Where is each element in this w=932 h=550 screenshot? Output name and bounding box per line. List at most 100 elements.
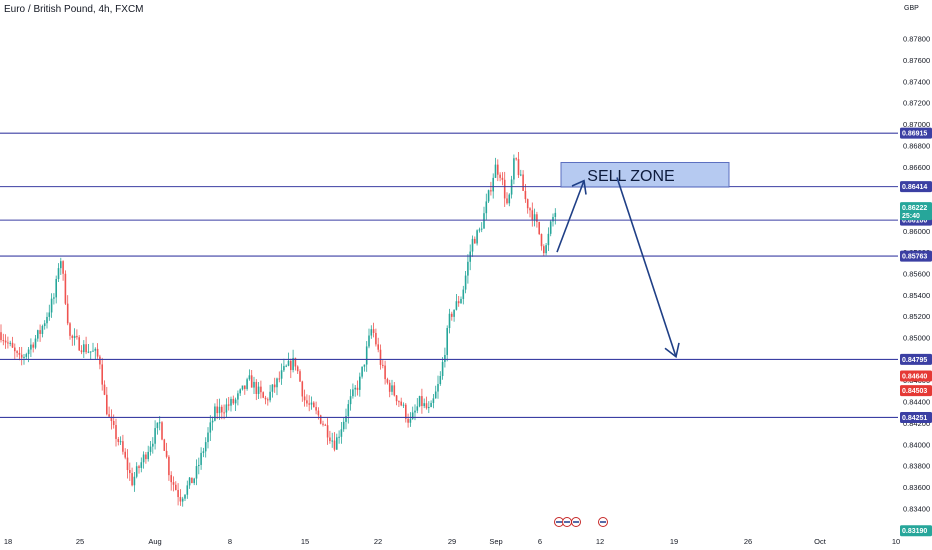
level-price-tag-text: 0.86414 — [902, 184, 927, 191]
candle-body — [513, 158, 515, 180]
candle-body — [133, 476, 136, 486]
candle-body — [411, 412, 414, 419]
x-tick-label: 6 — [538, 537, 542, 546]
candle-body — [464, 275, 467, 290]
candle-body — [186, 485, 189, 495]
down-arrow-head — [664, 342, 680, 359]
candle-body — [446, 328, 448, 355]
x-tick-label: Oct — [814, 537, 827, 546]
candle-body — [506, 198, 508, 204]
x-tick-label: 26 — [744, 537, 752, 546]
y-tick-label: 0.84000 — [903, 440, 930, 449]
y-tick-label: 0.87000 — [903, 120, 930, 129]
candle-body — [287, 360, 290, 366]
candle-body — [356, 387, 359, 390]
candle-body — [421, 396, 423, 407]
candle-body — [168, 456, 170, 476]
candle-body — [30, 344, 32, 350]
candle-body — [135, 466, 138, 477]
price-tag — [900, 370, 932, 382]
y-tick-label: 0.87800 — [903, 35, 930, 44]
y-tick-label: 0.86600 — [903, 163, 930, 172]
candle-body — [501, 177, 504, 180]
candle-body — [402, 404, 405, 406]
candle-body — [324, 424, 327, 426]
candle-body — [545, 245, 547, 254]
price-tag — [900, 202, 932, 221]
candle-body — [375, 332, 377, 345]
x-tick-label: 15 — [301, 537, 309, 546]
candle-body — [46, 316, 48, 324]
y-tick-label: 0.84200 — [903, 419, 930, 428]
candle-body — [37, 330, 39, 339]
candle-body — [2, 340, 5, 342]
candle-body — [119, 441, 122, 443]
candles-layer — [0, 152, 557, 507]
candle-body — [398, 401, 400, 403]
candle-body — [365, 346, 368, 365]
candle-body — [278, 378, 281, 380]
candle-body — [216, 406, 218, 414]
y-tick-label: 0.87400 — [903, 77, 930, 86]
candle-body — [393, 385, 396, 396]
candle-body — [331, 440, 333, 442]
candle-body — [552, 216, 554, 222]
x-tick-label: Sep — [489, 537, 502, 546]
candle-body — [126, 457, 129, 471]
candle-body — [476, 230, 478, 244]
candle-body — [372, 329, 375, 333]
level-price-tag-text: 0.86100 — [902, 218, 927, 225]
candle-body — [283, 366, 285, 371]
price-tag — [900, 385, 932, 397]
candle-body — [526, 199, 529, 209]
candle-body — [549, 221, 552, 234]
candle-body — [257, 386, 260, 394]
candle-body — [25, 354, 28, 357]
candle-body — [142, 454, 145, 463]
candle-body — [409, 418, 412, 423]
candle-body — [460, 298, 462, 304]
candle-body — [538, 221, 540, 235]
candle-body — [129, 470, 131, 474]
candle-body — [533, 214, 536, 221]
y-tick-label: 0.85600 — [903, 270, 930, 279]
candle-body — [478, 229, 481, 231]
candle-body — [361, 366, 363, 377]
candle-body — [531, 210, 534, 221]
candle-body — [73, 335, 76, 338]
candle-body — [78, 337, 80, 351]
candle-body — [322, 423, 324, 425]
candle-body — [200, 452, 202, 465]
candle-body — [71, 335, 74, 338]
candle-body — [400, 401, 402, 406]
candle-body — [453, 309, 455, 317]
candle-body — [43, 323, 46, 327]
candle-body — [227, 404, 230, 406]
candle-body — [280, 370, 283, 379]
candle-body — [448, 313, 451, 329]
candle-body — [241, 385, 244, 390]
candle-body — [9, 342, 11, 344]
candle-body — [310, 402, 313, 405]
candle-body — [191, 477, 193, 484]
candle-body — [57, 268, 60, 279]
level-price-tag-text: 0.85763 — [902, 254, 927, 261]
candle-body — [329, 437, 331, 442]
candle-body — [497, 164, 499, 175]
candle-body — [163, 439, 166, 451]
candle-body — [62, 261, 64, 274]
candle-body — [221, 406, 223, 413]
candle-body — [4, 340, 7, 343]
candle-body — [451, 313, 453, 317]
candle-body — [285, 365, 287, 367]
event-icon-4 — [598, 517, 608, 527]
y-tick-label: 0.87600 — [903, 56, 930, 65]
x-tick-label: 12 — [596, 537, 604, 546]
candle-body — [158, 422, 161, 424]
candle-body — [345, 416, 347, 422]
arrows-layer — [556, 177, 680, 359]
candle-body — [250, 375, 253, 388]
candle-body — [543, 246, 545, 254]
candle-body — [480, 228, 483, 230]
